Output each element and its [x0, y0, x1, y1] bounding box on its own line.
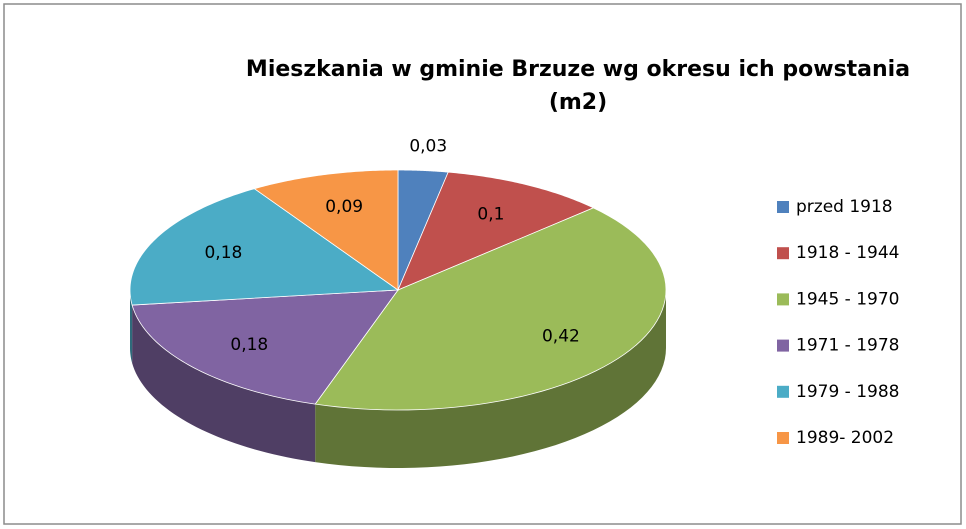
data-label: 0,03: [409, 137, 447, 157]
chart-title: Mieszkania w gminie Brzuze wg okresu ich…: [246, 57, 910, 82]
legend-swatch: [777, 339, 789, 352]
data-label: 0,09: [325, 197, 363, 217]
legend-label: 1979 - 1988: [796, 382, 899, 402]
data-label: 0,42: [542, 326, 580, 346]
legend-label: 1989- 2002: [796, 428, 894, 448]
slice-side: [130, 290, 133, 364]
legend-label: 1945 - 1970: [796, 289, 899, 309]
slice: [129, 188, 400, 306]
slice: [397, 171, 595, 291]
legend-swatch: [777, 293, 789, 306]
data-label: 0,1: [477, 204, 504, 224]
slice-side: [132, 305, 316, 463]
legend-swatch: [777, 201, 789, 213]
slice: [253, 169, 399, 291]
slice: [131, 289, 399, 405]
legend-label: 1918 - 1944: [796, 243, 899, 263]
chart-subtitle: (m2): [549, 90, 607, 115]
legend-label: przed 1918: [796, 197, 893, 217]
legend-swatch: [777, 385, 789, 398]
data-label: 0,18: [204, 243, 242, 263]
legend-swatch: [777, 432, 789, 444]
slice: [314, 207, 667, 411]
slice-side: [315, 290, 666, 468]
data-label: 0,18: [230, 335, 268, 355]
legend-label: 1971 - 1978: [796, 336, 899, 356]
legend-swatch: [777, 247, 789, 260]
